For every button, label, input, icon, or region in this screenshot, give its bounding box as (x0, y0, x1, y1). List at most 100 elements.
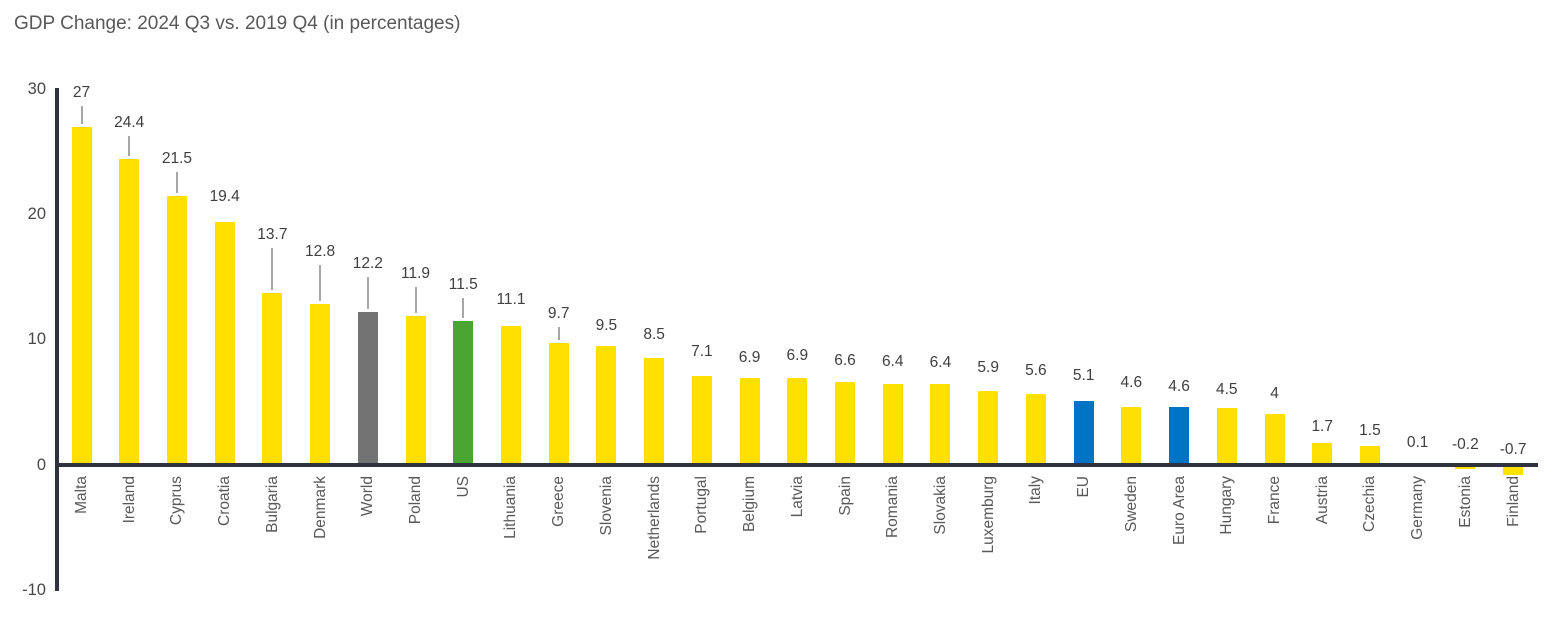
category-label-ireland: Ireland (120, 476, 138, 524)
value-label-ireland: 24.4 (114, 114, 145, 132)
bar-bulgaria (262, 293, 283, 465)
category-label-luxemburg: Luxemburg (979, 476, 997, 554)
leader-line-bulgaria (271, 248, 274, 291)
bar-malta (71, 126, 92, 465)
bar-belgium (739, 378, 760, 465)
value-label-portugal: 7.1 (691, 342, 713, 360)
category-label-estonia: Estonia (1456, 476, 1474, 528)
value-label-france: 4 (1270, 385, 1279, 403)
bar-france (1264, 414, 1285, 465)
category-label-portugal: Portugal (693, 476, 711, 534)
category-label-eu: EU (1075, 476, 1093, 498)
bar-slovenia (596, 345, 617, 465)
x-axis-line (55, 463, 1538, 467)
bar-lithuania (500, 325, 521, 465)
value-label-netherlands: 8.5 (643, 326, 665, 344)
leader-line-malta (80, 105, 83, 124)
value-label-denmark: 12.8 (305, 243, 336, 261)
value-label-cyprus: 21.5 (161, 149, 193, 167)
value-label-czechia: 1.5 (1359, 421, 1381, 439)
value-label-lithuania: 11.1 (496, 290, 526, 308)
bar-euro-area (1169, 406, 1190, 465)
category-label-lithuania: Lithuania (502, 476, 520, 539)
category-label-denmark: Denmark (311, 476, 329, 539)
value-label-italy: 5.6 (1025, 362, 1047, 380)
bar-hungary (1216, 408, 1237, 465)
category-label-euro-area: Euro Area (1170, 476, 1188, 545)
bar-poland (405, 315, 426, 465)
value-label-hungary: 4.5 (1215, 381, 1238, 399)
leader-line-denmark (319, 265, 322, 302)
bar-eu (1073, 400, 1094, 465)
leader-line-world (366, 276, 369, 309)
leader-line-greece (557, 327, 560, 341)
bar-denmark (310, 304, 331, 465)
value-label-latvia: 6.9 (786, 347, 809, 365)
leader-line-ireland (128, 136, 131, 157)
bar-world (357, 311, 378, 465)
category-label-latvia: Latvia (788, 476, 806, 518)
bar-slovakia (930, 384, 951, 465)
category-label-cyprus: Cyprus (168, 476, 186, 526)
category-label-germany: Germany (1409, 476, 1427, 540)
category-label-netherlands: Netherlands (645, 476, 663, 560)
bar-netherlands (644, 358, 665, 465)
bar-greece (548, 343, 569, 465)
y-axis-tick-label-0: 0 (36, 455, 46, 474)
y-axis-tick-label--10: -10 (22, 580, 46, 599)
bar-croatia (214, 221, 235, 465)
bar-estonia (1455, 466, 1476, 469)
y-axis-tick-label-10: 10 (27, 330, 46, 349)
bar-romania (882, 384, 903, 465)
value-label-finland: -0.7 (1499, 440, 1527, 458)
value-label-belgium: 6.9 (738, 349, 761, 367)
category-label-sweden: Sweden (1122, 476, 1140, 533)
category-label-us: US (454, 476, 472, 498)
value-label-malta: 27 (72, 83, 91, 101)
bar-austria (1312, 443, 1333, 465)
category-label-france: France (1266, 476, 1283, 525)
chart-title: GDP Change: 2024 Q3 vs. 2019 Q4 (in perc… (14, 13, 461, 34)
value-label-bulgaria: 13.7 (257, 226, 288, 244)
bar-us (453, 320, 474, 465)
value-label-greece: 9.7 (547, 305, 570, 323)
value-label-slovakia: 6.4 (929, 354, 952, 372)
bar-latvia (787, 378, 808, 465)
leader-line-poland (414, 286, 417, 313)
category-label-hungary: Hungary (1218, 476, 1236, 535)
value-label-croatia: 19.4 (209, 187, 240, 205)
bar-ireland (119, 159, 140, 465)
value-label-romania: 6.4 (881, 353, 904, 371)
category-label-czechia: Czechia (1361, 476, 1379, 532)
category-label-spain: Spain (836, 476, 854, 516)
category-label-greece: Greece (550, 476, 568, 527)
bar-czechia (1359, 445, 1380, 465)
bar-spain (835, 381, 856, 465)
bar-cyprus (166, 195, 187, 465)
y-axis-tick-label-20: 20 (27, 205, 46, 224)
y-axis-line (55, 88, 59, 591)
category-label-slovenia: Slovenia (597, 476, 615, 536)
category-label-finland: Finland (1504, 476, 1522, 527)
category-label-romania: Romania (884, 476, 902, 539)
bar-portugal (691, 375, 712, 465)
category-label-croatia: Croatia (216, 476, 234, 526)
value-label-poland: 11.9 (401, 264, 431, 282)
value-label-world: 12.2 (352, 254, 383, 272)
leader-line-us (462, 297, 465, 318)
bar-italy (1025, 394, 1046, 465)
value-label-spain: 6.6 (834, 351, 856, 369)
category-label-slovakia: Slovakia (931, 476, 949, 535)
category-label-malta: Malta (73, 476, 90, 514)
category-label-world: World (359, 476, 377, 517)
value-label-euro-area: 4.6 (1168, 377, 1190, 395)
value-label-slovenia: 9.5 (595, 316, 618, 334)
value-label-sweden: 4.6 (1120, 373, 1143, 391)
value-label-estonia: -0.2 (1452, 435, 1479, 453)
leader-line-cyprus (175, 171, 178, 193)
category-label-austria: Austria (1313, 476, 1331, 525)
category-label-italy: Italy (1027, 476, 1045, 505)
category-label-belgium: Belgium (741, 476, 759, 532)
y-axis-tick-label-30: 30 (27, 80, 46, 99)
